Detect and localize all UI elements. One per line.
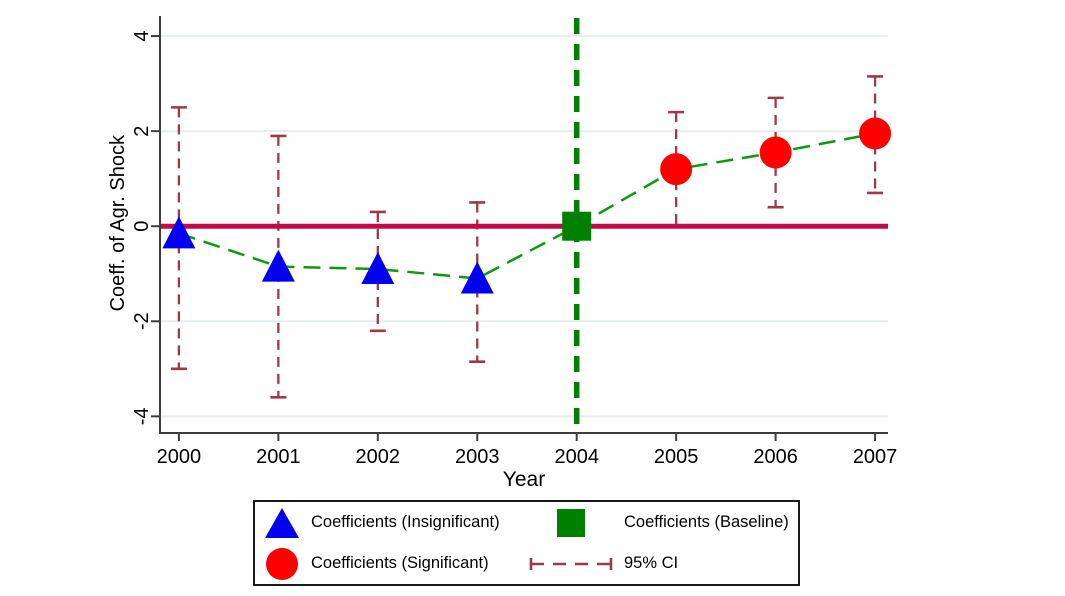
y-tick-label: 2 [131,126,153,137]
marker-circle-2005 [660,153,693,186]
errorbar-marker-icon [529,557,613,570]
x-tick-label: 2000 [157,446,202,468]
marker-triangle-2002 [361,251,395,284]
legend-item-baseline: Coefficients (Baseline) [527,508,798,538]
legend-marker-cell [262,547,302,581]
legend-label-significant: Coefficients (Significant) [311,554,489,572]
x-tick-label: 2003 [455,446,500,468]
legend-row: Coefficients (Significant) 95% CI [255,543,798,584]
x-tick-label: 2004 [554,446,599,468]
legend-marker-cell [527,555,615,573]
square-marker-icon [557,508,585,537]
marker-triangle-2001 [261,249,295,282]
legend-marker-cell [262,507,302,539]
marker-circle-2006 [759,136,792,169]
x-tick-label: 2006 [753,446,798,468]
legend-item-ci: 95% CI [527,554,798,573]
y-tick-label: -2 [131,312,153,330]
legend-item-insignificant: Coefficients (Insignificant) [255,507,515,539]
y-axis-title: Coeff. of Agr. Shock [107,134,129,311]
legend: Coefficients (Insignificant) Coefficient… [253,500,800,586]
x-tick-label: 2005 [654,446,699,468]
x-tick-label: 2007 [853,446,898,468]
marker-triangle-2000 [162,216,196,249]
legend-marker-cell [527,508,615,538]
y-tick-label: -4 [131,407,153,425]
legend-item-significant: Coefficients (Significant) [255,547,515,581]
legend-row: Coefficients (Insignificant) Coefficient… [255,502,798,543]
x-tick-label: 2001 [256,446,301,468]
marker-triangle-2003 [460,261,494,294]
circle-marker-icon [266,547,298,580]
legend-label-ci: 95% CI [624,554,679,572]
marker-square-2004 [562,211,592,241]
chart-plot-area: -4 -2 0 2 4 2000 2001 2002 2003 2004 2005 2006 2007 Y… [107,16,898,491]
x-axis-title: Year [503,468,545,491]
y-tick-label: 4 [131,31,153,42]
x-tick-label: 2002 [356,446,401,468]
y-tick-label: 0 [131,221,153,232]
legend-label-insignificant: Coefficients (Insignificant) [311,513,500,531]
legend-label-baseline: Coefficients (Baseline) [624,513,789,531]
marker-circle-2007 [859,117,892,150]
triangle-marker-icon [265,507,299,538]
